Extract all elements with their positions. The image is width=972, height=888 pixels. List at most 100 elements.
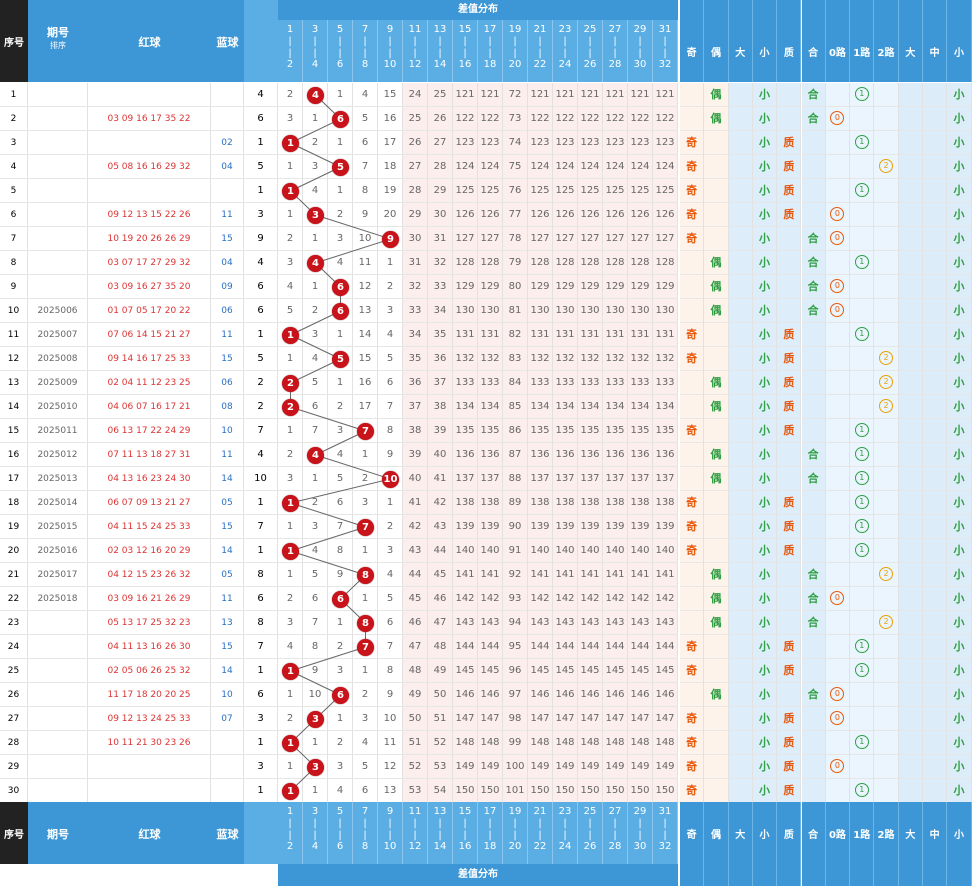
- diff-ball[interactable]: 3: [307, 206, 324, 224]
- diff-col-header[interactable]: 23 | | 24: [553, 20, 578, 82]
- attr-col-header[interactable]: 小: [752, 802, 778, 886]
- diff-ball[interactable]: 6: [332, 110, 349, 128]
- diff-col-header[interactable]: 31 | | 32: [653, 20, 678, 82]
- diff-ball[interactable]: 7: [357, 422, 374, 440]
- diff-col-header[interactable]: 7 | | 8: [353, 20, 378, 82]
- attr-col-header[interactable]: 合: [801, 802, 826, 886]
- diff-ball[interactable]: 1: [282, 662, 299, 680]
- attr-col-header[interactable]: 大: [728, 802, 753, 886]
- attr-col-header[interactable]: 大: [898, 0, 923, 82]
- attr-col-header[interactable]: 中: [923, 802, 948, 886]
- diff-col-header[interactable]: 15 | | 16: [453, 20, 478, 82]
- diff-col-header[interactable]: 31 | | 32: [653, 802, 678, 864]
- diff-col-header[interactable]: 5 | | 6: [328, 20, 353, 82]
- attr-col-header[interactable]: 0路: [825, 0, 851, 82]
- diff-ball[interactable]: 8: [357, 566, 374, 584]
- table-row[interactable]: 13 2025009 02 04 11 12 23 25 06 2 5 1 16 6 36 37 13…: [0, 371, 972, 395]
- diff-col-header[interactable]: 19 | | 20: [503, 802, 528, 864]
- attr-col-header[interactable]: 小: [947, 802, 972, 886]
- diff-col-header[interactable]: 13 | | 14: [428, 802, 453, 864]
- diff-ball[interactable]: 6: [332, 686, 349, 704]
- attr-col-header[interactable]: 奇: [680, 0, 705, 82]
- diff-col-header[interactable]: 21 | | 22: [528, 802, 553, 864]
- table-row[interactable]: 15 2025011 06 13 17 22 24 29 10 7 1 7 3 8 38 39 135…: [0, 419, 972, 443]
- diff-ball[interactable]: 8: [357, 614, 374, 632]
- diff-ball[interactable]: 3: [307, 758, 324, 776]
- table-row[interactable]: 6 09 12 13 15 22 26 11 3 1 2 9 20 29 30 126 126 77 12…: [0, 203, 972, 227]
- table-row[interactable]: 3 02 1 2 1 6 17 26 27 123 123 74 123 123 123 123 123 123 奇…: [0, 131, 972, 155]
- attr-col-header[interactable]: 2路: [874, 0, 899, 82]
- attr-col-header[interactable]: 大: [728, 0, 753, 82]
- attr-col-header[interactable]: 小: [947, 0, 972, 82]
- diff-col-header[interactable]: 5 | | 6: [328, 802, 353, 864]
- diff-ball[interactable]: 4: [307, 86, 324, 104]
- attr-col-header[interactable]: 合: [801, 0, 826, 82]
- diff-ball[interactable]: 1: [282, 326, 299, 344]
- diff-ball[interactable]: 9: [382, 230, 399, 248]
- diff-ball[interactable]: 5: [332, 350, 349, 368]
- attr-col-header[interactable]: 中: [923, 0, 948, 82]
- table-row[interactable]: 8 03 07 17 27 29 32 04 4 3 4 11 1 31 32 128 128 79 12…: [0, 251, 972, 275]
- diff-ball[interactable]: 6: [332, 278, 349, 296]
- diff-ball[interactable]: 7: [357, 638, 374, 656]
- diff-ball[interactable]: 1: [282, 782, 299, 800]
- diff-ball[interactable]: 1: [282, 182, 299, 200]
- attr-col-header[interactable]: 2路: [874, 802, 899, 886]
- attr-col-header[interactable]: 奇: [680, 802, 705, 886]
- diff-col-header[interactable]: 19 | | 20: [503, 20, 528, 82]
- diff-ball[interactable]: 10: [382, 470, 399, 488]
- attr-col-header[interactable]: 质: [777, 0, 802, 82]
- diff-ball[interactable]: 1: [282, 494, 299, 512]
- diff-col-header[interactable]: 23 | | 24: [553, 802, 578, 864]
- diff-ball[interactable]: 4: [307, 254, 324, 272]
- diff-ball[interactable]: 1: [282, 134, 299, 152]
- table-row[interactable]: 11 2025007 07 06 14 15 21 27 11 1 3 1 14 4 34 35 13…: [0, 323, 972, 347]
- diff-col-header[interactable]: 25 | | 26: [578, 20, 603, 82]
- attr-col-header[interactable]: 1路: [850, 0, 875, 82]
- diff-col-header[interactable]: 9 | | 10: [378, 802, 403, 864]
- diff-col-header[interactable]: 27 | | 28: [603, 20, 628, 82]
- diff-ball[interactable]: 2: [282, 398, 299, 416]
- diff-ball[interactable]: 6: [332, 302, 349, 320]
- attr-col-header[interactable]: 偶: [704, 802, 729, 886]
- attr-col-header[interactable]: 小: [752, 0, 778, 82]
- table-row[interactable]: 2 03 09 16 17 35 22 6 3 1 5 16 25 26 122 122 73 122 1…: [0, 107, 972, 131]
- table-row[interactable]: 12 2025008 09 14 16 17 25 33 15 5 1 4 15 5 35 36 13…: [0, 347, 972, 371]
- table-row[interactable]: 10 2025006 01 07 05 17 20 22 06 6 5 2 13 3 33 34 13…: [0, 299, 972, 323]
- diff-ball[interactable]: 1: [282, 542, 299, 560]
- diff-col-header[interactable]: 9 | | 10: [378, 20, 403, 82]
- table-row[interactable]: 1 4 2 1 4 15 24 25 121 121 72 121 121 121 121 121 121 偶小合…: [0, 83, 972, 107]
- diff-col-header[interactable]: 11 | | 12: [403, 802, 428, 864]
- diff-col-header[interactable]: 27 | | 28: [603, 802, 628, 864]
- diff-col-header[interactable]: 17 | | 18: [478, 20, 503, 82]
- diff-col-header[interactable]: 11 | | 12: [403, 20, 428, 82]
- table-row[interactable]: 4 05 08 16 16 29 32 04 5 1 3 7 18 27 28 124 124 75 12…: [0, 155, 972, 179]
- table-row[interactable]: 16 2025012 07 11 13 18 27 31 11 4 2 4 1 9 39 40 136…: [0, 443, 972, 467]
- diff-ball[interactable]: 2: [282, 374, 299, 392]
- attr-col-header[interactable]: 大: [898, 802, 923, 886]
- table-row[interactable]: 5 1 4 1 8 19 28 29 125 125 76 125 125 125 125 125 125 奇小质…: [0, 179, 972, 203]
- diff-col-header[interactable]: 15 | | 16: [453, 802, 478, 864]
- diff-col-header[interactable]: 13 | | 14: [428, 20, 453, 82]
- diff-col-header[interactable]: 17 | | 18: [478, 802, 503, 864]
- diff-ball[interactable]: 4: [307, 446, 324, 464]
- diff-col-header[interactable]: 3 | | 4: [303, 802, 328, 864]
- diff-ball[interactable]: 6: [332, 590, 349, 608]
- diff-col-header[interactable]: 7 | | 8: [353, 802, 378, 864]
- diff-col-header[interactable]: 25 | | 26: [578, 802, 603, 864]
- attr-col-header[interactable]: 质: [777, 802, 802, 886]
- diff-col-header[interactable]: 3 | | 4: [303, 20, 328, 82]
- table-row[interactable]: 14 2025010 04 06 07 16 17 21 08 2 6 2 17 7 37 38 13…: [0, 395, 972, 419]
- attr-col-header[interactable]: 0路: [825, 802, 851, 886]
- diff-col-header[interactable]: 1 | | 2: [278, 20, 303, 82]
- diff-col-header[interactable]: 21 | | 22: [528, 20, 553, 82]
- diff-col-header[interactable]: 29 | | 30: [628, 802, 653, 864]
- diff-ball[interactable]: 7: [357, 518, 374, 536]
- diff-ball[interactable]: 1: [282, 734, 299, 752]
- diff-ball[interactable]: 5: [332, 158, 349, 176]
- header-period[interactable]: 期号 排序: [28, 0, 88, 82]
- attr-col-header[interactable]: 偶: [704, 0, 729, 82]
- attr-col-header[interactable]: 1路: [850, 802, 875, 886]
- table-row[interactable]: 7 10 19 20 26 26 29 15 9 2 1 3 10 30 31 127 127 78 12…: [0, 227, 972, 251]
- diff-ball[interactable]: 3: [307, 710, 324, 728]
